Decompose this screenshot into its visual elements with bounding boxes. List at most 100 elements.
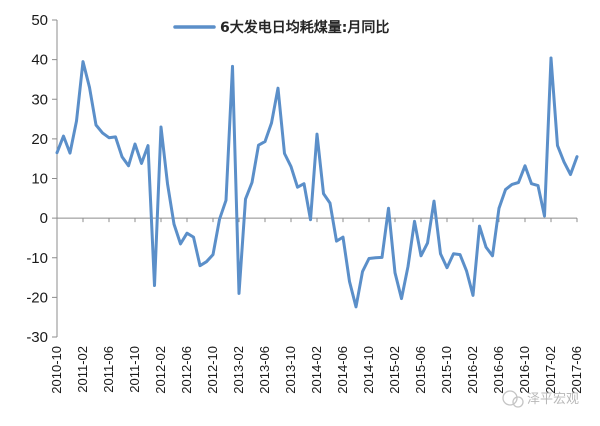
y-tick-label: 10 — [31, 171, 48, 188]
data-point — [309, 218, 312, 221]
watermark: 泽平宏观 — [502, 390, 579, 408]
data-point — [205, 260, 208, 263]
data-point — [224, 199, 228, 202]
data-point — [549, 56, 553, 60]
data-point — [68, 151, 72, 155]
data-point — [341, 235, 345, 239]
y-tick-label: 50 — [31, 12, 48, 29]
x-tick-label: 2012-06 — [179, 346, 194, 394]
data-point — [536, 184, 540, 187]
data-point — [153, 284, 156, 287]
x-tick-label: 2012-10 — [205, 346, 220, 394]
legend: 6大发电日均耗煤量:月同比 — [173, 19, 389, 36]
data-point — [426, 241, 429, 245]
watermark-icon-small — [512, 396, 524, 408]
data-point — [484, 245, 488, 249]
data-point — [471, 294, 475, 297]
data-point — [211, 253, 215, 256]
x-tick-label: 2013-02 — [231, 346, 246, 394]
y-tick-label: 20 — [31, 131, 48, 148]
x-tick-label: 2015-10 — [439, 346, 454, 394]
data-point — [419, 254, 423, 257]
data-point — [406, 265, 410, 268]
y-tick-label: -10 — [26, 250, 48, 267]
data-point — [393, 271, 397, 274]
y-tick-label: 40 — [31, 52, 48, 69]
data-point — [101, 131, 104, 135]
data-point — [478, 224, 481, 228]
x-tick-label: 2014-10 — [361, 346, 376, 394]
data-point — [231, 65, 234, 68]
data-point — [517, 181, 520, 184]
data-point — [302, 182, 306, 185]
data-point — [432, 199, 436, 203]
y-axis: 50 40 30 20 10 0 -10 -20 -30 — [26, 12, 58, 346]
x-tick-label: 2017-06 — [569, 346, 584, 394]
data-point — [94, 123, 98, 127]
watermark-icon — [502, 390, 518, 406]
x-tick-label: 2011-06 — [101, 346, 116, 393]
data-point — [335, 239, 338, 243]
data-point — [322, 192, 325, 195]
data-point — [452, 252, 455, 255]
data-point — [250, 181, 254, 184]
data-point — [562, 160, 566, 164]
data-point — [491, 254, 494, 257]
data-point — [354, 305, 358, 309]
x-tick-label: 2017-02 — [543, 346, 558, 394]
data-point — [575, 155, 579, 158]
data-point — [179, 242, 182, 246]
y-tick-label: 30 — [31, 91, 48, 108]
data-point — [510, 183, 514, 186]
data-point — [88, 86, 91, 89]
data-point — [237, 292, 241, 295]
data-point — [348, 280, 351, 283]
data-point — [107, 136, 111, 139]
data-point — [543, 214, 546, 218]
data-point — [380, 256, 384, 259]
y-tick-label: 0 — [40, 210, 48, 227]
data-point — [159, 125, 163, 129]
data-point — [263, 140, 267, 143]
data-point — [523, 164, 527, 167]
x-tick-label: 2015-02 — [387, 346, 402, 394]
data-point — [244, 197, 247, 201]
data-point — [133, 142, 137, 146]
x-tick-label: 2015-06 — [413, 346, 428, 394]
data-point — [367, 257, 371, 260]
data-point — [166, 182, 169, 185]
watermark-text: 泽平宏观 — [527, 392, 579, 407]
x-tick-label: 2016-02 — [465, 346, 480, 394]
data-point — [276, 87, 280, 90]
data-point — [387, 207, 390, 210]
data-point — [569, 173, 572, 176]
x-tick-label: 2014-02 — [309, 346, 324, 394]
data-point — [283, 152, 286, 155]
x-tick-label: 2011-02 — [75, 346, 90, 393]
data-point — [315, 132, 319, 136]
data-point — [146, 144, 150, 147]
y-tick-label: -30 — [26, 329, 48, 346]
data-point — [120, 155, 124, 158]
series-layer — [55, 56, 579, 309]
x-tick-label: 2014-06 — [335, 346, 350, 394]
data-point — [296, 186, 299, 189]
data-point — [497, 207, 501, 210]
data-point — [289, 165, 293, 168]
data-point — [192, 235, 195, 239]
data-point — [413, 220, 416, 223]
data-point — [445, 266, 449, 269]
data-point — [361, 270, 364, 273]
data-point — [114, 135, 117, 139]
data-point — [328, 201, 332, 205]
data-point — [257, 144, 260, 147]
x-axis: 2010-10 2011-02 2011-06 2011-10 2012-02 2012-… — [49, 217, 584, 394]
x-tick-label: 2013-06 — [257, 346, 272, 394]
data-point — [140, 162, 143, 165]
data-point — [530, 182, 533, 185]
data-point — [218, 218, 221, 221]
x-tick-label: 2010-10 — [49, 346, 64, 394]
data-point — [458, 253, 462, 256]
data-point — [556, 144, 559, 147]
